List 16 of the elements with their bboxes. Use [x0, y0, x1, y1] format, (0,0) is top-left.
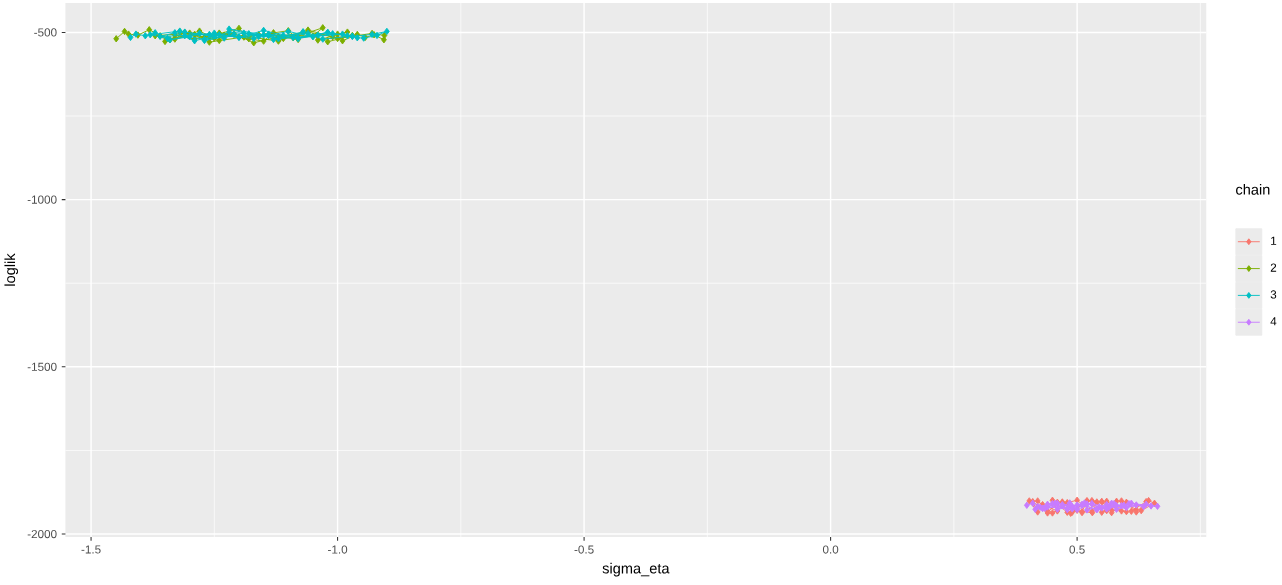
legend-label: 1 — [1271, 236, 1277, 245]
y-axis-title: loglik — [4, 253, 19, 286]
legend-label: 3 — [1270, 290, 1277, 299]
x-tick-label: 0.0 — [822, 545, 839, 554]
y-tick-label: -1000 — [27, 195, 57, 204]
x-axis-title: sigma_eta — [602, 562, 670, 577]
y-tick-label: -1500 — [27, 362, 57, 372]
legend-label: 4 — [1270, 317, 1277, 326]
legend-title: chain — [1236, 184, 1270, 195]
y-tick-label: -2000 — [27, 529, 57, 539]
x-tick-label: 0.5 — [1069, 545, 1085, 554]
legend-label: 2 — [1270, 263, 1277, 272]
x-tick-label: -1.5 — [81, 545, 101, 554]
x-tick-label: -1.0 — [328, 545, 348, 554]
x-tick-label: -0.5 — [574, 545, 594, 554]
y-tick-label: -500 — [34, 28, 57, 37]
